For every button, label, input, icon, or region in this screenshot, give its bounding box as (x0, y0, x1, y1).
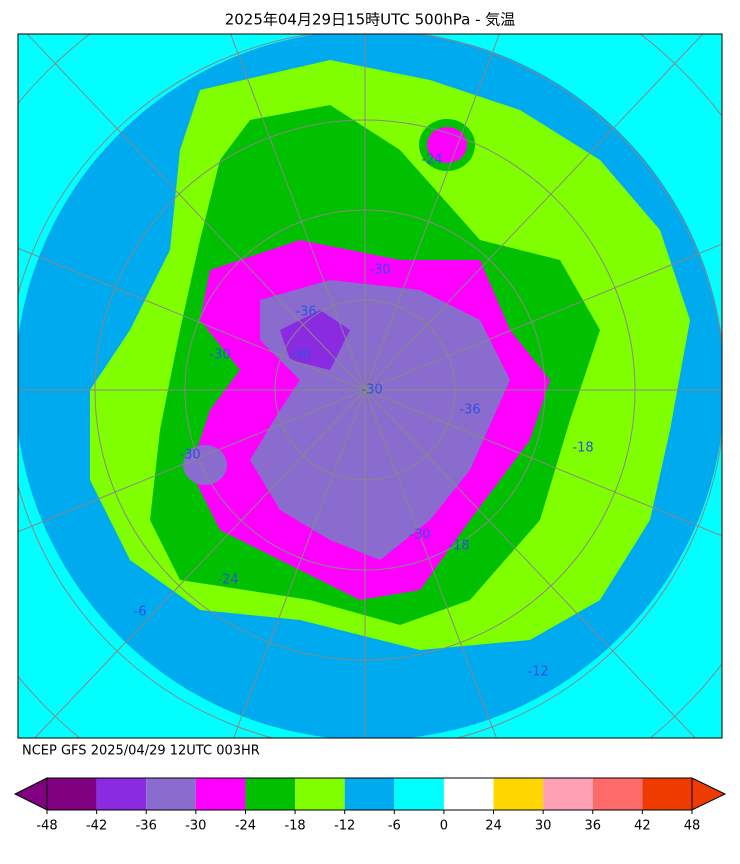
contour-label: -30 (369, 263, 390, 278)
colorbar-tick-label: -24 (235, 819, 256, 834)
colorbar-over (691, 777, 727, 811)
colorbar-tick-label: -36 (136, 819, 157, 834)
colorbar-segment (47, 778, 97, 810)
contour-label: -18 (448, 539, 469, 554)
colorbar-tick-label: 42 (634, 819, 651, 834)
colorbar-segment (245, 778, 296, 810)
title: 2025年04月29日15時UTC 500hPa - 気温 (225, 11, 516, 29)
colorbar-tick-label: 36 (584, 819, 601, 834)
colorbar-segment (96, 778, 147, 810)
colorbar-frame (46, 777, 693, 811)
colorbar-segment (592, 778, 643, 810)
colorbar-segment (394, 778, 444, 810)
contour-label: -18 (572, 441, 593, 456)
colorbar-tick-label: -30 (185, 819, 206, 834)
contour-label: -24 (421, 153, 442, 168)
colorbar-tick-label: 24 (485, 819, 502, 834)
colorbar-segment (295, 778, 345, 810)
contour-label: -36 (459, 403, 480, 418)
contour-label: -30 (409, 528, 430, 543)
colorbar: -48 -42 -36 -30 -24 -18 -12 -6 0 24 30 36 42 48 (13, 777, 727, 834)
colorbar-segment (443, 778, 494, 810)
colorbar-tick-label: -42 (86, 819, 107, 834)
colorbar-segment (543, 778, 593, 810)
colorbar-segment (493, 778, 544, 810)
source-note: NCEP GFS 2025/04/29 12UTC 003HR (22, 744, 260, 759)
contour-label: -12 (527, 665, 548, 680)
colorbar-tick-label: -12 (334, 819, 355, 834)
colorbar-tick-label: 30 (535, 819, 552, 834)
contour-label: -24 (217, 573, 238, 588)
contour-label: -36 (295, 305, 316, 320)
region-violet (183, 445, 227, 485)
map-frame (17, 33, 723, 739)
colorbar-tick-label: 0 (440, 819, 448, 834)
colorbar-tick-label: -18 (284, 819, 305, 834)
colorbar-tick-label: -48 (36, 819, 57, 834)
colorbar-segment (195, 778, 246, 810)
colorbar-segment (642, 778, 692, 810)
contour-label: -30 (289, 348, 310, 363)
colorbar-segment (146, 778, 196, 810)
contour-label: -30 (179, 448, 200, 463)
colorbar-tick-label: 48 (684, 819, 701, 834)
region-dark-violet (280, 310, 350, 370)
region-lime (585, 415, 635, 495)
colorbar-under (13, 777, 48, 811)
contour-label: -30 (209, 348, 230, 363)
contour-label: -30 (361, 383, 382, 398)
colorbar-segment (344, 778, 395, 810)
colorbar-tick-label: -6 (388, 819, 401, 834)
contour-label: -6 (134, 605, 147, 620)
